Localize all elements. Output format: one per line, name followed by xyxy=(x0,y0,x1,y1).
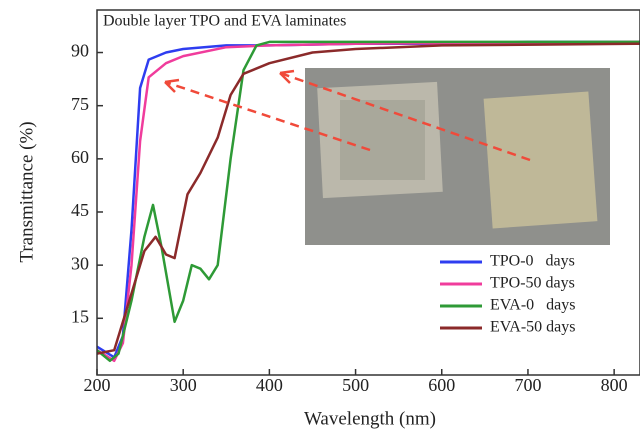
x-tick-label: 300 xyxy=(170,375,197,395)
x-tick-label: 200 xyxy=(84,375,111,395)
plot-frame xyxy=(96,9,640,376)
legend-label: TPO-50 days xyxy=(490,275,575,292)
x-tick-label: 400 xyxy=(256,375,283,395)
y-axis-label: Transmittance (%) xyxy=(16,121,37,262)
x-tick-label: 700 xyxy=(514,375,541,395)
y-tick-label: 90 xyxy=(71,41,89,61)
inset-photo xyxy=(305,68,610,245)
chart-title: Double layer TPO and EVA laminates xyxy=(103,13,346,30)
x-tick-label: 600 xyxy=(428,375,455,395)
y-tick-label: 75 xyxy=(71,94,89,114)
y-tick-label: 60 xyxy=(71,147,89,167)
x-tick-label: 800 xyxy=(601,375,628,395)
x-axis-label: Wavelength (nm) xyxy=(304,408,436,429)
series-line xyxy=(97,42,640,355)
x-tick-label: 500 xyxy=(342,375,369,395)
legend-label: TPO-0 days xyxy=(490,253,575,270)
y-tick-label: 45 xyxy=(71,200,89,220)
y-tick-label: 15 xyxy=(71,306,89,326)
legend-label: EVA-50 days xyxy=(490,319,575,336)
arrows xyxy=(164,69,531,162)
series-line xyxy=(97,40,640,363)
y-tick-label: 30 xyxy=(71,253,89,273)
legend-label: EVA-0 days xyxy=(490,297,575,314)
